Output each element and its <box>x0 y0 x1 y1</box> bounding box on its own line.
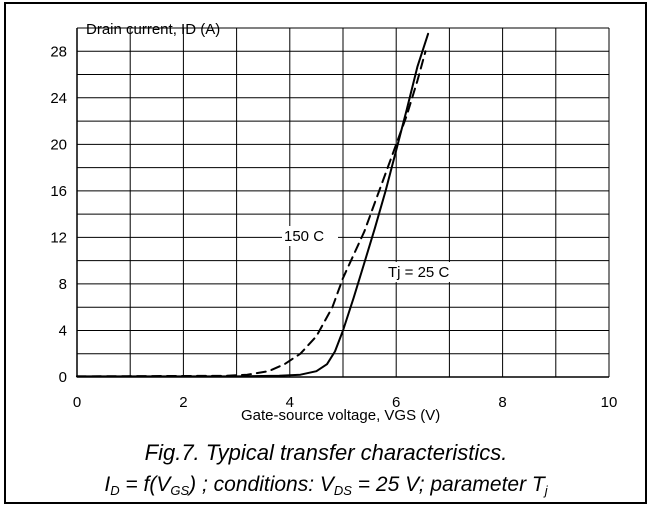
y-tick-label: 16 <box>50 183 67 200</box>
x-tick-label: 6 <box>392 394 400 411</box>
figure-caption-formula: ID = f(VGS) ; conditions: VDS = 25 V; pa… <box>104 473 548 498</box>
x-tick-label: 2 <box>179 394 187 411</box>
caption-part-4: ) ; conditions: V <box>186 473 336 496</box>
label-bg-25c <box>387 262 467 282</box>
y-tick-label: 12 <box>50 229 67 246</box>
y-tick-label: 24 <box>50 90 67 107</box>
y-tick-label: 28 <box>50 43 67 60</box>
x-tick-label: 8 <box>498 394 506 411</box>
caption-part-5: DS <box>334 483 352 498</box>
x-tick-label: 4 <box>286 394 294 411</box>
y-tick-label: 0 <box>59 369 67 386</box>
x-tick-label: 10 <box>601 394 618 411</box>
caption-part-0: I <box>104 473 110 496</box>
curve-25c <box>76 32 430 378</box>
series-label-150c: 150 C <box>284 228 324 245</box>
caption-part-3: GS <box>170 483 189 498</box>
series-label-25c: Tj = 25 C <box>388 264 449 281</box>
figure-frame: 0 4 8 12 16 20 24 28 0 2 4 6 8 10 Drain current, ID (… <box>4 2 647 504</box>
caption-part-7: j <box>543 483 549 498</box>
x-axis-label: Gate-source voltage, VGS (V) <box>241 407 440 424</box>
grid-lines <box>76 27 610 378</box>
y-axis-label: Drain current, ID (A) <box>86 21 220 38</box>
y-tick-label: 4 <box>59 322 67 339</box>
curves <box>76 32 430 378</box>
figure-caption-title: Fig.7. Typical transfer characteristics. <box>145 440 508 465</box>
x-tick-label: 0 <box>73 394 81 411</box>
y-tick-label: 8 <box>59 276 67 293</box>
y-tick-label: 20 <box>50 136 67 153</box>
curve-150c <box>76 50 427 378</box>
caption-part-2: = f(V <box>120 473 173 496</box>
caption-part-1: D <box>110 483 119 498</box>
caption-part-6: = 25 V; parameter T <box>352 473 547 496</box>
label-bg-150c <box>282 226 338 246</box>
